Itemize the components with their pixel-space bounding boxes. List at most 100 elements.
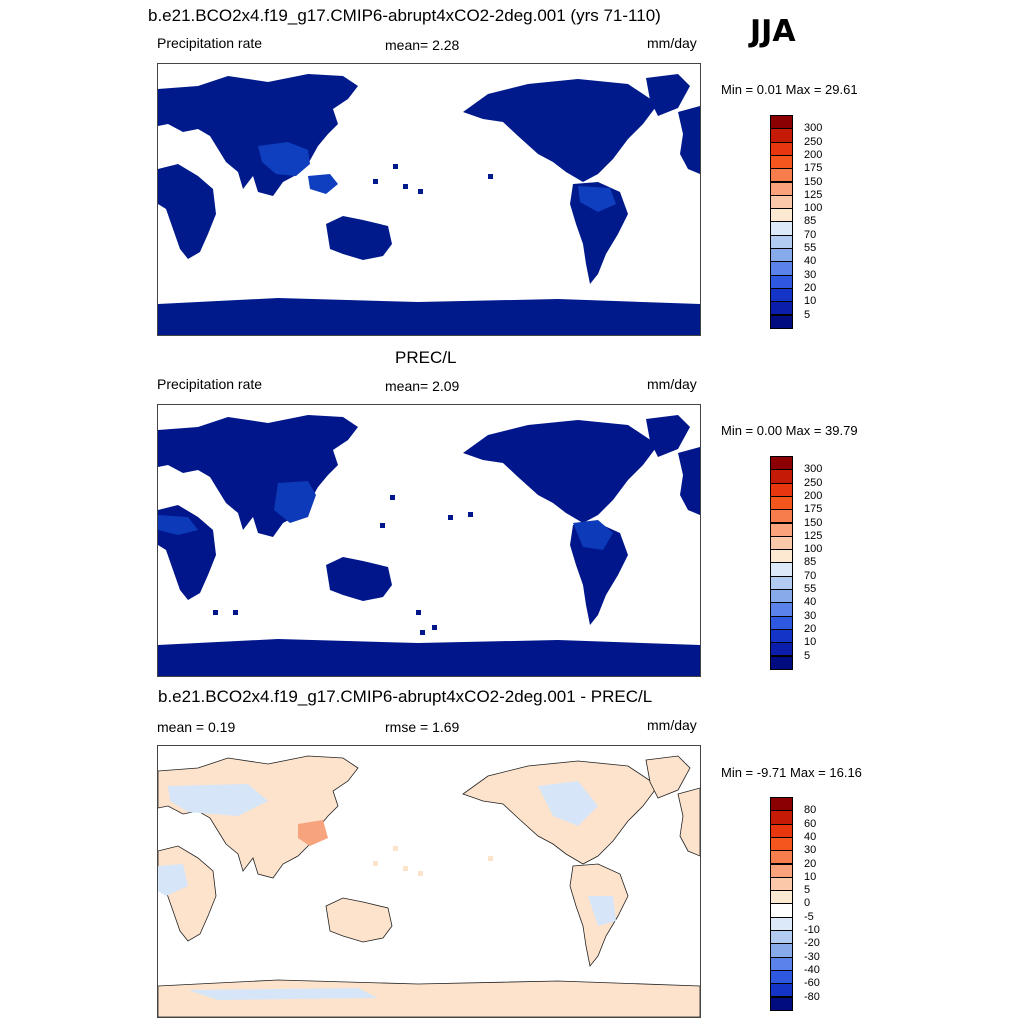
continent-samerica — [570, 182, 628, 284]
colorbar-tick-label: 85 — [804, 556, 817, 569]
colorbar-swatch — [770, 943, 793, 958]
island — [448, 515, 453, 520]
island — [416, 610, 421, 615]
colorbar-tick-label: 60 — [804, 817, 817, 830]
wet-region — [158, 515, 198, 535]
island — [420, 630, 425, 635]
colorbar-swatch — [770, 234, 793, 249]
colorbar-tick-label: 20 — [804, 622, 817, 635]
colorbar-swatch — [770, 482, 793, 497]
colorbar-tick-label: 70 — [804, 228, 817, 241]
mean-label: mean = 0.19 — [157, 719, 236, 735]
colorbar-tick-label: 30 — [804, 268, 817, 281]
colorbar-swatch — [770, 314, 793, 329]
continent-namerica — [463, 420, 658, 523]
island — [233, 610, 238, 615]
panel-title: b.e21.BCO2x4.f19_g17.CMIP6-abrupt4xCO2-2… — [158, 687, 653, 706]
colorbar-swatch — [770, 522, 793, 537]
continent-europe — [678, 106, 700, 174]
colorbar-tick-label: -40 — [804, 963, 820, 976]
continent-asia — [158, 74, 358, 196]
colorbar-tick-label: -20 — [804, 937, 820, 950]
field-label: Precipitation rate — [157, 35, 263, 51]
colorbar-swatch — [770, 301, 793, 316]
island — [488, 174, 493, 179]
colorbar-swatch — [770, 823, 793, 838]
colorbar-tick-label: -60 — [804, 977, 820, 990]
negative-anomaly-region — [588, 896, 616, 926]
colorbar-tick-label: 40 — [804, 255, 817, 268]
continent-asia — [158, 415, 358, 537]
negative-anomaly-region — [158, 864, 188, 896]
colorbar-swatch — [770, 589, 793, 604]
colorbar-tick-label: 70 — [804, 569, 817, 582]
island — [468, 512, 473, 517]
wet-region — [308, 174, 338, 194]
colorbar-swatch — [770, 168, 793, 183]
colorbar-swatch — [770, 208, 793, 223]
colorbar-swatch — [770, 181, 793, 196]
colorbar-swatch — [770, 575, 793, 590]
colorbar-swatch — [770, 128, 793, 143]
rmse-label: rmse = 1.69 — [385, 719, 460, 735]
continent-australia — [325, 897, 393, 943]
minmax-label: Min = 0.01 Max = 29.61 — [721, 82, 858, 97]
island — [393, 164, 398, 169]
colorbar-tick-label: 20 — [804, 857, 817, 870]
wet-region — [573, 520, 613, 550]
colorbar-tick-label: 30 — [804, 609, 817, 622]
continent-greenland — [646, 74, 690, 116]
colorbar-tick-label: 85 — [804, 215, 817, 228]
colorbar-tick-label: 150 — [804, 175, 823, 188]
colorbar-tick-label: 100 — [804, 202, 823, 215]
colorbar-tick-label: 10 — [804, 636, 817, 649]
island — [418, 871, 423, 876]
mean-label: mean= 2.28 — [385, 37, 460, 53]
colorbar-tick-label: 5 — [804, 308, 811, 321]
colorbar-tick-label: 20 — [804, 281, 817, 294]
colorbar-swatch — [770, 916, 793, 931]
colorbar-tick-label: 10 — [804, 295, 817, 308]
colorbar-tick-label: 200 — [804, 148, 823, 161]
colorbar-tick-label: -30 — [804, 950, 820, 963]
island — [488, 856, 493, 861]
colorbar-tick-label: 300 — [804, 463, 823, 476]
continent-europe — [677, 787, 700, 857]
colorbar-swatch — [770, 549, 793, 564]
units-label: mm/day — [647, 717, 697, 733]
continent-australia — [326, 557, 392, 601]
panel-title: PREC/L — [395, 348, 457, 367]
negative-anomaly-region — [538, 781, 598, 826]
colorbar-tick-label: 5 — [804, 884, 811, 897]
wet-region — [578, 186, 616, 212]
island — [432, 625, 437, 630]
colorbar-tick-label: -80 — [804, 990, 820, 1003]
colorbar-tick-label: 250 — [804, 135, 823, 148]
colorbar-swatch — [770, 642, 793, 657]
colorbar-swatch — [770, 969, 793, 985]
colorbar-tick-label: 80 — [804, 804, 817, 817]
island — [418, 189, 423, 194]
continent-australia — [326, 216, 392, 260]
colorbar-tick-label: 55 — [804, 583, 817, 595]
continent-europe — [678, 447, 700, 515]
island — [403, 866, 408, 871]
colorbar-swatch — [770, 983, 793, 998]
colorbar-swatch — [770, 850, 793, 865]
units-label: mm/day — [647, 376, 697, 392]
colorbar-swatch — [770, 248, 793, 263]
continent-greenland — [646, 415, 690, 457]
colorbar-swatch — [770, 469, 793, 484]
colorbar-tick-label: 175 — [804, 503, 823, 516]
map-diff — [157, 745, 701, 1018]
island — [393, 846, 398, 851]
continent-namerica — [463, 79, 658, 182]
colorbar-swatch — [770, 221, 793, 236]
panel-title: b.e21.BCO2x4.f19_g17.CMIP6-abrupt4xCO2-2… — [148, 6, 661, 25]
colorbar-swatch — [770, 261, 793, 276]
island — [373, 861, 378, 866]
colorbar-swatch — [770, 836, 793, 852]
colorbar-tick-label: 40 — [804, 830, 817, 843]
island — [380, 523, 385, 528]
colorbar-swatch — [770, 115, 793, 130]
